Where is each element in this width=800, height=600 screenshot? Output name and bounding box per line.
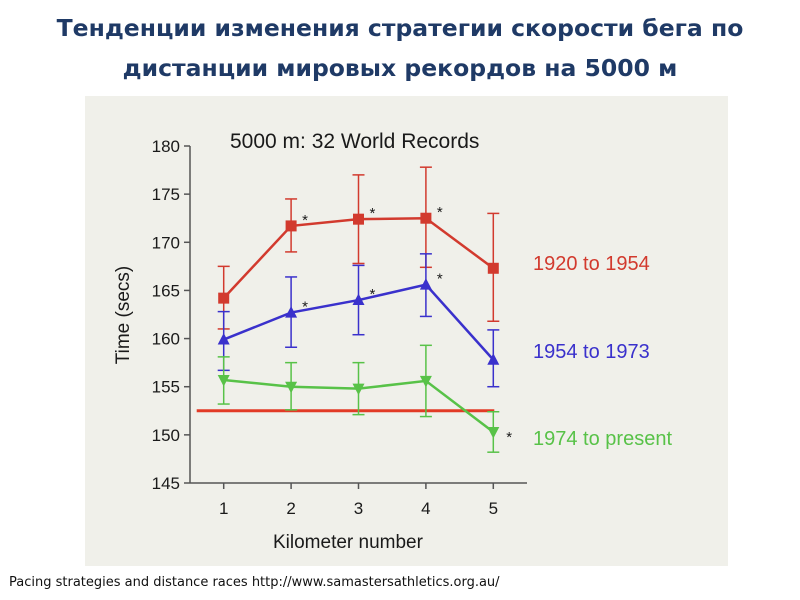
slide-title-line-1: Тенденции изменения стратегии скорости б… bbox=[56, 14, 744, 42]
x-tick-label: 4 bbox=[421, 499, 430, 518]
significance-star: * bbox=[506, 429, 512, 446]
x-axis-label: Kilometer number bbox=[273, 532, 424, 553]
y-axis-label: Time (secs) bbox=[113, 266, 134, 365]
series-label-1920-to-1954: 1920 to 1954 bbox=[533, 253, 650, 275]
data-point-1974-to-present bbox=[487, 426, 500, 439]
chart-panel: 5000 m: 32 World Records 145 150 155 160 165 1… bbox=[85, 96, 728, 566]
slide-title-line-2: дистанции мировых рекордов на 5000 м bbox=[122, 54, 678, 82]
y-tick-label: 175 bbox=[152, 185, 180, 204]
y-tick-label: 150 bbox=[152, 426, 180, 445]
data-point-1920-to-1954 bbox=[285, 220, 297, 232]
data-point-1920-to-1954 bbox=[353, 213, 364, 225]
series-label-1954-to-1973: 1954 to 1973 bbox=[533, 341, 650, 363]
significance-star: * bbox=[370, 286, 376, 303]
y-tick-label: 155 bbox=[152, 378, 180, 397]
significance-star: * bbox=[437, 204, 443, 221]
data-point-1974-to-present bbox=[352, 383, 365, 396]
slide-title: Тенденции изменения стратегии скорости б… bbox=[0, 8, 800, 88]
x-tick-label: 2 bbox=[286, 499, 295, 518]
chart-title: 5000 m: 32 World Records bbox=[230, 130, 479, 153]
data-point-1954-to-1973 bbox=[419, 278, 432, 290]
data-point-1954-to-1973 bbox=[352, 293, 365, 306]
data-point-1954-to-1973 bbox=[217, 333, 230, 345]
y-tick-label: 145 bbox=[152, 474, 180, 493]
data-point-1920-to-1954 bbox=[420, 212, 432, 224]
significance-star: * bbox=[302, 299, 308, 316]
data-point-1974-to-present bbox=[419, 375, 432, 388]
source-caption: Pacing strategies and distance races htt… bbox=[9, 575, 500, 590]
x-tick-label: 5 bbox=[489, 499, 498, 518]
data-point-1974-to-present bbox=[217, 374, 230, 387]
y-tick-label: 170 bbox=[152, 233, 180, 252]
x-tick-label: 1 bbox=[219, 499, 228, 518]
significance-star: * bbox=[302, 212, 308, 229]
pacing-chart: 5000 m: 32 World Records1451501551601651… bbox=[113, 130, 672, 553]
x-tick-label: 3 bbox=[354, 499, 363, 518]
data-point-1920-to-1954 bbox=[218, 292, 230, 304]
significance-star: * bbox=[370, 205, 376, 222]
data-point-1974-to-present bbox=[285, 381, 298, 394]
data-point-1954-to-1973 bbox=[487, 353, 500, 365]
data-point-1920-to-1954 bbox=[487, 262, 499, 274]
significance-star: * bbox=[437, 271, 443, 288]
data-point-1954-to-1973 bbox=[285, 306, 298, 318]
y-tick-label: 180 bbox=[152, 137, 180, 156]
series-label-1974-to-present: 1974 to present bbox=[533, 428, 672, 450]
y-tick-label: 165 bbox=[152, 281, 180, 300]
y-tick-label: 160 bbox=[152, 330, 180, 349]
